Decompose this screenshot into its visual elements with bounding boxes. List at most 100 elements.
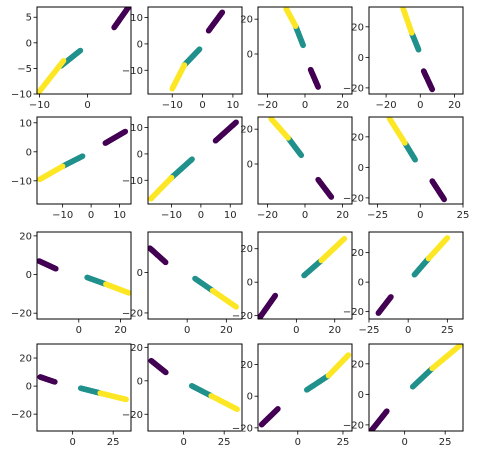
y-tick-label: −20	[11, 309, 32, 320]
x-tick-label: 0	[417, 100, 423, 111]
x-tick-label: 25	[218, 437, 231, 448]
x-tick-label: −10	[29, 100, 50, 111]
scatter-points	[37, 7, 131, 94]
x-tick-label: 10	[224, 210, 237, 221]
y-tick-label: −20	[232, 311, 253, 322]
x-tick-label: 0	[88, 210, 94, 221]
x-tick-label: 0	[184, 325, 190, 336]
x-tick-label: 20	[336, 100, 349, 111]
subplot-15: 0 25 −20 0 20	[232, 343, 353, 448]
point-purple	[122, 128, 129, 135]
y-tick-label: 0	[26, 382, 32, 393]
y-tick-label: −10	[122, 176, 143, 187]
point-teal	[77, 47, 84, 54]
y-tick-label: 20	[130, 343, 143, 354]
x-tick-label: −20	[257, 100, 278, 111]
y-tick-label: 20	[19, 231, 32, 242]
point-yellow	[285, 135, 291, 141]
subplot-1: −10 0 −10 −5 0 5	[11, 6, 132, 111]
y-tick-label: −10	[11, 176, 32, 187]
point-yellow	[126, 290, 131, 296]
subplot-10: 0 20 −20 0	[122, 231, 243, 336]
point-yellow	[181, 62, 188, 68]
y-tick-label: 10	[130, 13, 143, 24]
y-tick-label: 20	[351, 359, 364, 370]
axes-frame	[368, 343, 464, 432]
point-yellow	[123, 396, 129, 403]
y-tick-label: 0	[247, 392, 253, 403]
x-tick-label: −20	[376, 100, 397, 111]
x-tick-label: 25	[439, 437, 452, 448]
y-tick-label: 10	[130, 123, 143, 134]
y-tick-label: −20	[343, 307, 364, 318]
axes-frame	[147, 6, 243, 95]
y-tick-label: 0	[137, 268, 143, 279]
point-teal	[300, 42, 306, 49]
x-tick-label: 20	[220, 325, 233, 336]
x-tick-label: 0	[295, 437, 301, 448]
subplot-4: −20 0 20 −20 0 20	[343, 6, 464, 111]
point-yellow	[233, 304, 239, 310]
y-tick-label: 0	[26, 147, 32, 158]
x-tick-label: 10	[113, 210, 126, 221]
point-yellow	[292, 23, 299, 29]
x-tick-label: 0	[405, 325, 411, 336]
subplot-11: 0 20 −20 0 20	[232, 231, 353, 336]
x-tick-label: −25	[358, 325, 379, 336]
axes-frame	[368, 231, 464, 320]
point-yellow	[402, 140, 408, 146]
axes-frame	[257, 231, 353, 320]
point-teal	[415, 46, 422, 53]
y-tick-label: −20	[122, 308, 143, 319]
y-tick-label: 0	[247, 159, 253, 170]
scatter-points	[37, 128, 129, 183]
x-tick-label: 10	[227, 100, 240, 111]
axes-frame	[147, 231, 243, 320]
y-tick-label: 0	[358, 53, 364, 64]
y-tick-label: 0	[26, 38, 32, 49]
y-tick-label: 0	[358, 390, 364, 401]
subplot-3: −20 0 20 0 20	[240, 6, 353, 111]
y-tick-label: 0	[137, 376, 143, 387]
y-tick-label: 0	[247, 49, 253, 60]
point-yellow	[345, 352, 352, 358]
axes-frame	[257, 116, 353, 205]
x-tick-label: 20	[336, 210, 349, 221]
point-purple	[162, 259, 169, 266]
scatter-points	[400, 7, 436, 93]
x-tick-label: 25	[337, 437, 350, 448]
x-tick-label: −25	[367, 210, 388, 221]
point-purple	[275, 406, 281, 412]
scatter-points	[37, 258, 131, 296]
x-tick-label: −10	[162, 100, 183, 111]
axes-frame	[257, 343, 353, 432]
x-tick-label: 25	[457, 210, 470, 221]
x-tick-label: −10	[52, 210, 73, 221]
scatter-points	[386, 117, 448, 203]
y-tick-label: 0	[137, 149, 143, 160]
y-tick-label: 20	[351, 132, 364, 143]
x-tick-label: 20	[114, 325, 127, 336]
point-purple	[125, 7, 131, 10]
subplot-12: −25 0 25 −20 0 20	[343, 231, 464, 336]
axes-frame	[368, 6, 464, 95]
y-tick-label: 0	[247, 278, 253, 289]
x-tick-label: 0	[76, 325, 82, 336]
scatter-points	[258, 235, 348, 319]
point-purple	[233, 119, 239, 126]
point-teal	[79, 153, 86, 159]
point-teal	[189, 156, 195, 162]
scatter-points	[268, 117, 335, 200]
y-tick-label: −20	[343, 83, 364, 94]
y-tick-label: 20	[240, 125, 253, 136]
y-tick-label: −20	[343, 193, 364, 204]
scatter-points	[169, 9, 226, 92]
subplot-13: 0 25 −20 0 20	[11, 343, 132, 448]
point-yellow	[60, 57, 67, 64]
scatter-points	[369, 344, 463, 431]
y-tick-label: −20	[11, 410, 32, 421]
point-purple	[388, 294, 394, 300]
subplot-8: −25 0 25 −20 0 20	[343, 116, 469, 221]
axes-frame	[36, 6, 132, 95]
point-purple	[52, 379, 58, 385]
